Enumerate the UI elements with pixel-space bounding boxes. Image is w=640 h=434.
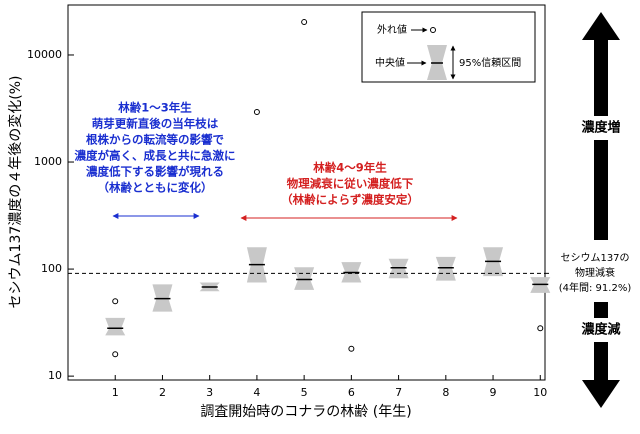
annotation: 物理減衰に従い濃度低下	[287, 177, 414, 191]
x-tick-label: 7	[395, 386, 402, 399]
x-tick-label: 10	[533, 386, 547, 399]
ci-box	[435, 256, 456, 281]
annotation: 根株からの転流等の影響で	[86, 133, 224, 147]
reference-label: (4年間: 91.2%)	[559, 281, 632, 294]
x-tick-label: 3	[206, 386, 213, 399]
outlier	[301, 19, 308, 26]
ci-box	[105, 317, 126, 336]
x-tick-label: 8	[442, 386, 449, 399]
annotation: 濃度低下する影響が現れる	[86, 165, 224, 179]
ci-box	[294, 267, 315, 290]
up-arrow-label: 濃度増	[581, 120, 620, 136]
outlier	[348, 345, 355, 352]
outlier	[112, 298, 119, 305]
annotation: 林齢4～9年生	[313, 161, 387, 175]
down-arrow	[582, 302, 620, 408]
x-tick-label: 6	[348, 386, 355, 399]
x-tick-label: 1	[112, 386, 119, 399]
reference-label: セシウム137の	[560, 252, 629, 264]
annotation: 濃度が高く、成長と共に急激に	[75, 149, 236, 163]
x-tick-label: 4	[253, 386, 260, 399]
ci-box	[388, 258, 409, 279]
y-axis-label: セシウム137濃度の４年後の変化(%)	[7, 76, 24, 309]
x-tick-label: 9	[490, 386, 497, 399]
x-tick-label: 5	[301, 386, 308, 399]
outlier	[112, 351, 119, 358]
legend-median: 中央値	[375, 56, 405, 69]
x-tick-label: 2	[159, 386, 166, 399]
down-arrow-label: 濃度減	[581, 322, 620, 338]
y-tick-label: 10	[48, 369, 62, 382]
legend-interval: 95%信頼区間	[459, 57, 521, 69]
up-arrow-label-bg	[580, 116, 622, 140]
legend-box	[361, 11, 536, 83]
outlier	[537, 325, 544, 332]
plot-frame	[67, 4, 546, 381]
reference-label: 物理減衰	[575, 266, 615, 279]
annotation: （林齢とともに変化）	[98, 181, 213, 195]
outlier	[253, 109, 260, 116]
annotation: 萌芽更新直後の当年枝は	[92, 117, 219, 131]
y-tick-label: 100	[41, 262, 62, 275]
y-tick-label: 10000	[27, 48, 62, 61]
annotation: （林齢によらず濃度安定）	[281, 193, 419, 207]
down-arrow-label-bg	[580, 318, 622, 342]
y-tick-label: 1000	[34, 155, 62, 168]
annotation: 林齢1～3年生	[118, 101, 192, 115]
x-axis-label: 調査開始時のコナラの林齢 (年生)	[200, 404, 411, 420]
legend-outlier-marker	[430, 27, 436, 33]
legend-outlier: 外れ値	[377, 23, 407, 36]
